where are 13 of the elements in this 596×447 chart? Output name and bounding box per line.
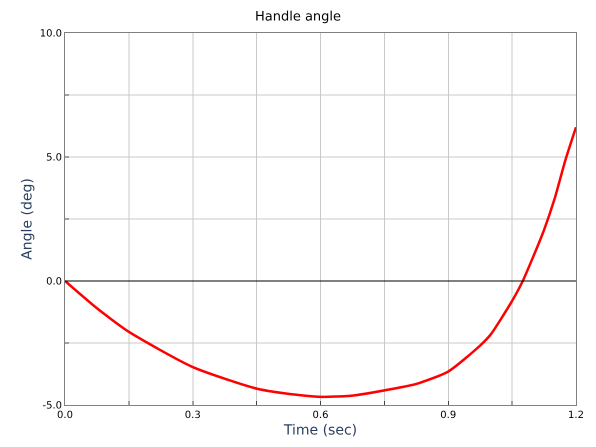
y-tick-label: 0.0 — [46, 276, 62, 288]
y-axis-title: Angle (deg) — [19, 178, 36, 260]
x-tick-label: 0.3 — [184, 410, 201, 421]
y-tick-label: -5.0 — [42, 400, 62, 412]
line-series — [65, 126, 576, 398]
x-tick-label: 0.9 — [440, 410, 456, 421]
x-tick-label: 0.0 — [57, 410, 73, 421]
y-tick-label: 5.0 — [46, 152, 62, 164]
y-tick-label: 10.0 — [40, 28, 62, 40]
chart-title: Handle angle — [254, 9, 342, 24]
x-tick-label: 0.6 — [312, 410, 328, 421]
x-axis-title: Time (sec) — [282, 422, 358, 438]
x-tick-label: 1.2 — [568, 410, 584, 421]
